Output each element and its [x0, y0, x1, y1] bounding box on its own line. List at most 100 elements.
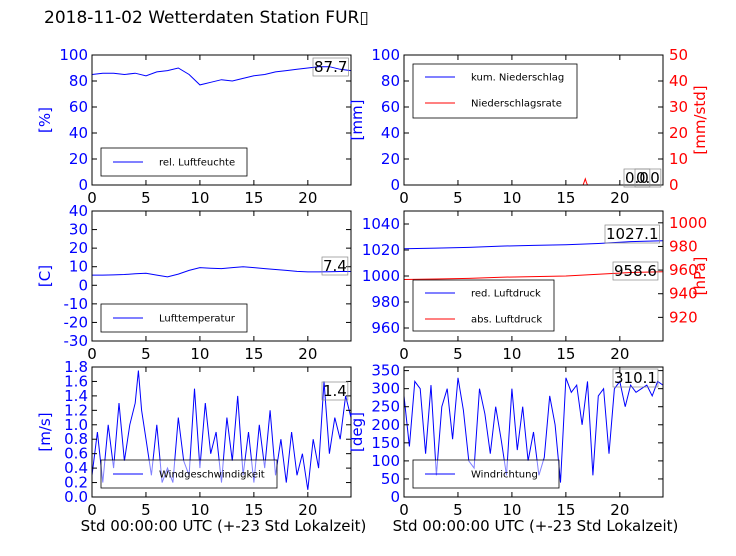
x-tick-label: 0	[399, 501, 409, 519]
y-tick-label: 1000	[362, 267, 400, 285]
x-tick-label: 20	[298, 189, 317, 207]
y-tick-label: 100	[371, 452, 400, 470]
annotation-box	[321, 256, 349, 276]
x-tick-label: 5	[141, 345, 151, 363]
chart-precipitation: 0 5 10 15 20 0 20 40 60 80 100 0 10 20 30 40 50 [mm] [mm/s…	[348, 46, 709, 207]
legend-entry: rel. Luftfeuchte	[159, 158, 235, 169]
plot-frame-windspeed	[91, 366, 352, 498]
x-tick-label: 15	[556, 189, 575, 207]
y-tick-label: 20	[381, 150, 400, 168]
chart-pressure: 0 5 10 15 20 960 980 1000 1020 1040 920 940 960 980 10…	[362, 210, 709, 363]
series-line-winddirection-0	[403, 377, 664, 483]
annotation-box	[612, 368, 659, 388]
annotation-box	[604, 224, 660, 244]
last-value-annotation: 310.1	[614, 369, 657, 387]
y-tick-label: 250	[371, 398, 400, 416]
x-tick-label: 10	[502, 345, 521, 363]
annotation-box	[634, 168, 662, 188]
y-tick-label: 0.8	[64, 430, 88, 448]
last-value-annotation: 958.6	[614, 262, 657, 280]
legend-box	[412, 63, 578, 119]
y2-tick-label: 960	[669, 261, 698, 279]
y2-tick-label: 40	[669, 72, 688, 90]
y2-tick-label: 0	[669, 176, 679, 194]
x-tick-label: 5	[453, 345, 463, 363]
x-tick-label: 0	[87, 345, 97, 363]
last-value-annotation: 87.7	[314, 58, 347, 76]
legend-entry: red. Luftdruck	[471, 289, 541, 300]
y-tick-label: 350	[371, 362, 400, 380]
legend-entry: Windrichtung	[471, 470, 538, 481]
x-tick-label: 10	[190, 345, 209, 363]
y-tick-label: -30	[64, 332, 89, 350]
x-tick-label: 15	[556, 345, 575, 363]
y-axis-label: [deg]	[348, 412, 366, 452]
legend-entry: Lufttemperatur	[159, 314, 236, 325]
y-tick-label: 80	[381, 72, 400, 90]
x-tick-label: 20	[298, 501, 317, 519]
y-tick-label: 20	[69, 239, 88, 257]
last-value-annotation: 0.0	[636, 169, 660, 187]
last-value-annotation: 1.4	[323, 382, 347, 400]
legend-entry: Windgeschwindigkeit	[159, 470, 265, 481]
y2-tick-label: 920	[669, 308, 698, 326]
y-tick-label: 40	[69, 124, 88, 142]
y-tick-label: 60	[381, 98, 400, 116]
x-tick-label: 0	[399, 345, 409, 363]
y-tick-label: 100	[59, 46, 88, 64]
last-value-annotation: 0.0	[625, 169, 649, 187]
chart-windspeed: 0 5 10 15 200.00.20.40.60.81.01.21.41.61.8[m…	[36, 358, 366, 535]
x-tick-label: 5	[453, 501, 463, 519]
y-tick-label: 80	[69, 72, 88, 90]
chart-humidity: 0 5 10 15 20 0 20 40 60 80 100 [%] rel. Luftfeuchte 8…	[36, 46, 352, 207]
y-tick-label: 1.6	[64, 372, 88, 390]
x-tick-label: 20	[610, 501, 629, 519]
y-tick-label: 30	[69, 221, 88, 239]
y-tick-label: 1.2	[64, 401, 88, 419]
x-tick-label: 15	[556, 501, 575, 519]
y-tick-label: 0.6	[64, 445, 88, 463]
plot-frame-precipitation	[403, 54, 664, 186]
series-line-temperature-0	[92, 266, 351, 278]
x-tick-label: 5	[141, 501, 151, 519]
annotation-box	[312, 57, 349, 77]
y2-axis-label: [mm/std]	[691, 85, 709, 154]
series-line-pressure-1	[403, 271, 664, 280]
x-tick-label: 0	[87, 501, 97, 519]
last-value-annotation: 7.4	[323, 257, 347, 275]
y-axis-label: [C]	[36, 265, 54, 287]
x-tick-label: 20	[610, 189, 629, 207]
x-axis-label: Std 00:00:00 UTC (+-23 Std Lokalzeit)	[393, 517, 679, 535]
x-tick-label: 15	[244, 345, 263, 363]
y-tick-label: 0	[390, 176, 400, 194]
legend-entry: kum. Niederschlag	[471, 73, 564, 84]
y-tick-label: 960	[371, 319, 400, 337]
y2-tick-label: 30	[669, 98, 688, 116]
y-tick-label: 300	[371, 380, 400, 398]
plot-frame-humidity	[91, 54, 352, 186]
y2-tick-label: 20	[669, 124, 688, 142]
y-tick-label: 100	[371, 46, 400, 64]
y-tick-label: 20	[69, 150, 88, 168]
y2-axis-label: [hPa]	[691, 257, 709, 296]
y2-tick-label: 50	[669, 46, 688, 64]
x-tick-label: 5	[141, 189, 151, 207]
y-tick-label: 1040	[362, 215, 400, 233]
y-tick-label: -20	[64, 313, 89, 331]
series-line-humidity-0	[91, 66, 352, 86]
plot-frame-winddirection	[403, 366, 664, 498]
legend-box	[412, 279, 555, 332]
chart-temperature: 0 5 10 15 20-30-20-10010203040[C]Lufttempera…	[36, 202, 352, 363]
x-tick-label: 10	[502, 189, 521, 207]
y-tick-label: 1.0	[64, 416, 88, 434]
y-tick-label: -10	[64, 295, 89, 313]
y-tick-label: 0.0	[64, 488, 88, 506]
y-tick-label: 200	[371, 416, 400, 434]
plot-frame-temperature	[91, 210, 352, 342]
x-tick-label: 5	[453, 189, 463, 207]
x-tick-label: 20	[298, 345, 317, 363]
y-tick-label: 10	[69, 258, 88, 276]
y2-tick-label: 940	[669, 285, 698, 303]
